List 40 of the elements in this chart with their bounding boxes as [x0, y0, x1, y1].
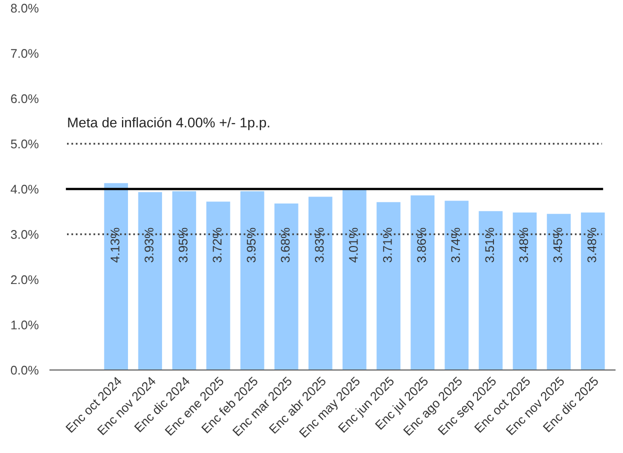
bar — [138, 192, 162, 370]
data-label: 3.74% — [451, 228, 460, 262]
bar — [410, 195, 434, 370]
y-tick-label: 5.0% — [10, 140, 38, 148]
y-tick-label: 4.0% — [10, 184, 38, 194]
data-label: 3.48% — [519, 228, 528, 262]
bar — [512, 212, 537, 370]
bar — [546, 214, 571, 370]
y-tick-label: 2.0% — [11, 275, 38, 284]
annotation: Meta de inflación 4.00% +/- 1p.p. — [68, 117, 270, 130]
y-tick-label: 8.0% — [10, 4, 38, 13]
bar — [580, 212, 605, 370]
data-label: 3.71% — [383, 228, 392, 262]
data-label: 3.48% — [587, 228, 596, 262]
bar — [172, 191, 196, 370]
bar — [206, 202, 230, 370]
bar — [274, 203, 298, 370]
data-label: 3.95% — [246, 228, 256, 262]
data-label: 3.68% — [280, 228, 290, 262]
data-label: 3.83% — [314, 228, 324, 262]
data-label: 3.51% — [485, 228, 494, 262]
y-tick-label: 1.0% — [11, 320, 38, 330]
y-tick-label: 7.0% — [11, 49, 38, 58]
bar — [240, 191, 264, 370]
data-label: 4.01% — [348, 228, 358, 263]
data-label: 4.13% — [110, 228, 120, 263]
bar — [376, 202, 400, 370]
data-label: 3.95% — [178, 228, 188, 262]
bar — [444, 200, 469, 370]
y-tick-label: 3.0% — [10, 230, 38, 239]
y-tick-label: 6.0% — [11, 94, 38, 104]
y-tick-label: 0.0% — [10, 366, 38, 375]
bar — [104, 183, 128, 370]
data-label: 3.93% — [144, 228, 154, 262]
bar — [478, 211, 503, 370]
data-label: 3.72% — [212, 228, 222, 262]
data-label: 3.45% — [553, 228, 562, 262]
bar — [308, 196, 332, 370]
data-label: 3.86% — [417, 228, 426, 262]
bar — [342, 188, 366, 370]
